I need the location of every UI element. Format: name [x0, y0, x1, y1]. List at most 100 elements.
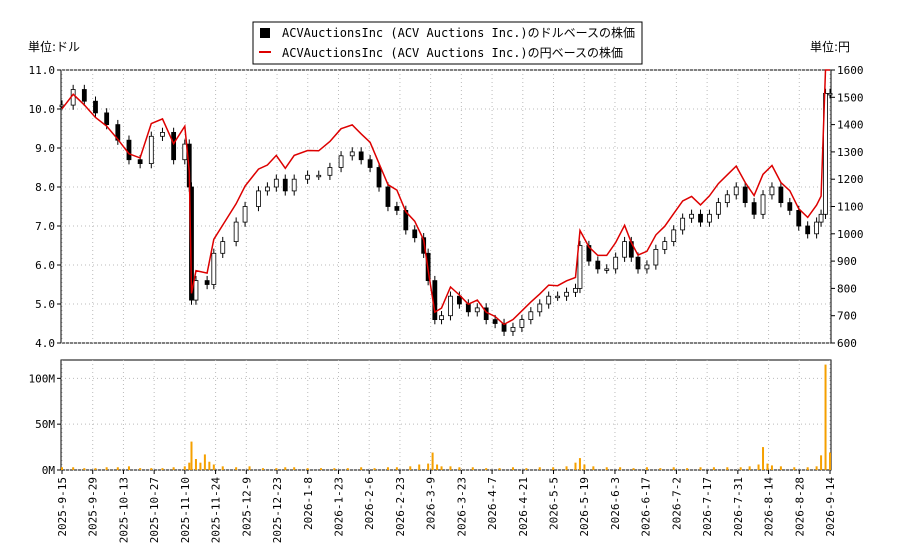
volume-bar [72, 467, 75, 470]
volume-bar [83, 468, 86, 470]
jpy-price-line [61, 69, 830, 326]
usd-candle [644, 264, 650, 270]
x-tick-label: 2026-8-14 [763, 477, 776, 537]
volume-plot-area [60, 359, 832, 471]
x-tick-label: 2026-1-8 [302, 477, 315, 530]
right-tick-label: 1600 [837, 64, 864, 77]
left-tick-label: 5.0 [35, 298, 55, 311]
usd-candle [555, 295, 561, 299]
usd-candle [635, 256, 641, 270]
volume-bar [815, 466, 818, 470]
right-tick-label: 1100 [837, 201, 864, 214]
volume-bar [471, 467, 474, 470]
x-tick-label: 2026-1-23 [332, 477, 345, 537]
volume-bar [61, 467, 63, 470]
price-grid [61, 69, 831, 344]
volume-bar [619, 467, 622, 470]
usd-candle [805, 225, 811, 235]
volume-bar [605, 467, 608, 470]
volume-bar [552, 467, 555, 470]
usd-candle [465, 303, 471, 313]
volume-bar [212, 464, 215, 470]
volume-bar [699, 467, 702, 470]
usd-candle [760, 194, 766, 215]
right-tick-label: 1200 [837, 173, 864, 186]
volume-bar [659, 468, 662, 470]
volume-bar [203, 454, 206, 470]
volume-bar [333, 468, 336, 470]
usd-candle [264, 186, 270, 192]
volume-bar [739, 467, 742, 470]
x-tick-label: 2025-11-24 [210, 477, 223, 544]
usd-candle [305, 174, 310, 180]
volume-bar [757, 464, 760, 470]
usd-candle [137, 159, 143, 164]
volume-bar [208, 461, 211, 470]
usd-candle [528, 311, 534, 320]
volume-bar [726, 467, 729, 470]
volume-bar [248, 466, 251, 470]
usd-candle [256, 190, 261, 207]
usd-candle [787, 202, 793, 211]
usd-candle [282, 178, 288, 192]
x-tick-label: 2025-12-23 [271, 477, 284, 543]
volume-bar [525, 468, 528, 470]
right-tick-label: 800 [837, 282, 857, 295]
usd-candle [622, 241, 628, 258]
volume-series [61, 364, 831, 470]
usd-candle [193, 280, 199, 301]
usd-candle [291, 178, 297, 192]
usd-candle [769, 186, 775, 196]
legend-label-jpy: ACVAuctionsInc (ACV Auctions Inc.)の円ベースの… [282, 45, 623, 60]
usd-candle [104, 112, 110, 126]
volume-bar [829, 452, 831, 470]
volume-bar [485, 468, 488, 470]
right-tick-label: 700 [837, 310, 857, 323]
right-axis-unit: 単位:円 [810, 39, 850, 54]
volume-bar [578, 458, 581, 470]
usd-candle [327, 167, 333, 176]
usd-candle [126, 139, 132, 161]
usd-candle [724, 194, 730, 204]
legend-box [252, 21, 643, 65]
usd-candle [160, 131, 165, 137]
usd-candle [537, 303, 543, 313]
x-tick-label: 2026-7-2 [670, 477, 683, 530]
volume-axis: 0M 50M 100M [29, 372, 61, 477]
right-axis: 600 700 800 900 1000 1100 1200 1300 1400 1500 1600 [831, 64, 864, 350]
volume-bar [632, 468, 635, 470]
usd-candle [189, 186, 194, 301]
volume-bar [105, 467, 108, 470]
usd-candle [439, 315, 444, 321]
volume-bar [458, 467, 461, 470]
right-tick-label: 1000 [837, 228, 864, 241]
x-tick-label: 2025-9-29 [87, 477, 100, 537]
usd-candle [171, 131, 177, 161]
volume-bar [293, 467, 296, 470]
usd-candle [823, 93, 828, 215]
volume-bar [820, 455, 823, 470]
x-tick-label: 2026-4-21 [517, 477, 530, 537]
left-tick-label: 10.0 [29, 103, 56, 116]
x-axis: 2025-9-15 2025-9-29 2025-10-13 2025-10-27 20… [56, 470, 837, 543]
volume-tick-label: 0M [42, 464, 56, 477]
volume-bar [346, 468, 349, 470]
usd-candle [742, 186, 748, 204]
x-tick-label: 2025-11-10 [179, 477, 192, 543]
volume-bar [565, 466, 568, 470]
volume-bar [172, 467, 175, 470]
volume-bar [373, 468, 376, 470]
left-tick-label: 9.0 [35, 142, 55, 155]
left-tick-label: 8.0 [35, 181, 55, 194]
volume-grid [61, 360, 831, 471]
right-tick-label: 1500 [837, 91, 864, 104]
usd-candle [671, 229, 677, 242]
usd-candle [358, 151, 364, 161]
usd-candle [385, 186, 391, 207]
usd-candle [338, 155, 344, 168]
usd-candle [698, 213, 703, 223]
usd-candle [148, 135, 154, 165]
usd-candle [273, 178, 279, 188]
